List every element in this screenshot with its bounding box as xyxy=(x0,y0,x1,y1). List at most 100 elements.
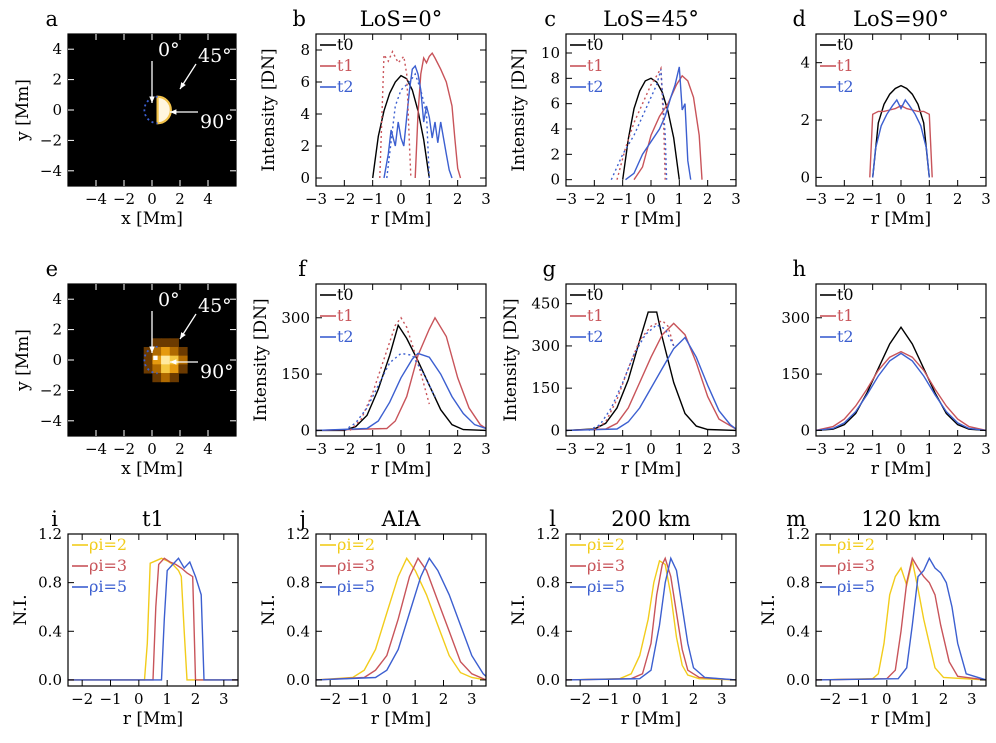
series-group xyxy=(816,325,986,432)
legend-label: t2 xyxy=(337,327,354,346)
panel-m: ρi=2 ρi=3 ρi=5 −2 −1 0 1 2 3 0.0 0.4 0.8 1.2 r [Mm] N.… xyxy=(759,507,987,729)
y-tick-label: 0 xyxy=(52,351,62,369)
legend-label: t0 xyxy=(337,285,354,304)
y-tick-label: 0.8 xyxy=(536,574,560,592)
source-pixel xyxy=(169,373,179,383)
legend-label: ρi=5 xyxy=(89,577,127,596)
angle-annotation: 90° xyxy=(200,361,234,383)
panel-letter: i xyxy=(51,507,58,531)
x-axis-label: r [Mm] xyxy=(621,209,681,229)
x-tick-label: 3 xyxy=(731,190,741,208)
series-group xyxy=(68,557,238,681)
y-axis-label: y [Mm] xyxy=(13,79,33,142)
y-tick-label: 0 xyxy=(800,168,810,186)
x-tick-label: −1 xyxy=(99,690,121,708)
source-pixel xyxy=(152,355,162,365)
x-tick-label: 1 xyxy=(925,190,935,208)
panel-letter: l xyxy=(549,507,556,531)
x-axis-label: r [Mm] xyxy=(621,459,681,479)
x-tick-label: 2 xyxy=(453,190,463,208)
source-pixel xyxy=(161,373,171,383)
legend-label: t1 xyxy=(587,56,604,75)
x-tick-label: 2 xyxy=(191,690,201,708)
x-tick-label: 0 xyxy=(396,190,406,208)
series-line--i-2 xyxy=(316,556,486,681)
y-tick-label: 0 xyxy=(550,421,560,439)
panel-letter: m xyxy=(786,507,806,531)
series-line-t1 xyxy=(633,74,703,181)
x-axis-label: r [Mm] xyxy=(371,209,431,229)
series-group xyxy=(816,556,986,681)
y-axis-label: Intensity [DN] xyxy=(251,298,271,421)
x-tick-label: −2 xyxy=(833,190,855,208)
legend-label: t1 xyxy=(837,56,854,75)
y-tick-label: 0 xyxy=(300,169,310,187)
series-line-t0 xyxy=(816,325,986,432)
angle-annotation: 90° xyxy=(200,111,234,133)
x-tick-label: −1 xyxy=(362,440,384,458)
x-tick-label: 1 xyxy=(410,690,420,708)
legend-label: t2 xyxy=(587,327,604,346)
x-tick-label: 4 xyxy=(203,190,213,208)
series-line--i-3 xyxy=(816,556,986,681)
x-tick-label: −2 xyxy=(583,440,605,458)
x-tick-label: −2 xyxy=(833,440,855,458)
y-tick-label: 0 xyxy=(52,101,62,119)
x-tick-label: −1 xyxy=(612,190,634,208)
x-tick-label: −1 xyxy=(362,190,384,208)
series-group xyxy=(869,84,933,178)
source-pixel xyxy=(152,338,162,348)
x-tick-label: 2 xyxy=(175,190,185,208)
x-tick-label: 0 xyxy=(896,440,906,458)
series-line--i-5 xyxy=(566,556,736,681)
legend-label: t2 xyxy=(337,77,354,96)
y-axis-label: Intensity [DN] xyxy=(501,298,521,421)
legend-label: t0 xyxy=(837,35,854,54)
legend-label: t0 xyxy=(837,285,854,304)
source-pixel xyxy=(178,355,188,365)
source-pixel xyxy=(161,364,171,374)
series-group xyxy=(316,556,486,681)
y-tick-label: 150 xyxy=(281,365,310,383)
x-tick-label: −1 xyxy=(597,690,619,708)
x-tick-label: 0 xyxy=(632,690,642,708)
series-group xyxy=(566,311,736,432)
series-line-t0 xyxy=(872,84,930,178)
x-axis-label: x [Mm] xyxy=(121,209,183,229)
y-tick-label: −2 xyxy=(40,131,62,149)
series-line-t2-dotted xyxy=(343,352,436,431)
panel-letter: e xyxy=(46,257,58,281)
x-tick-label: −2 xyxy=(819,690,841,708)
y-tick-label: 2 xyxy=(800,111,810,129)
source-pixel xyxy=(178,346,188,357)
panel-title: LoS=90° xyxy=(853,7,949,31)
y-tick-label: 450 xyxy=(531,295,560,313)
legend-label: t1 xyxy=(337,56,354,75)
x-tick-label: 1 xyxy=(660,690,670,708)
y-tick-label: 10 xyxy=(541,44,560,62)
x-tick-label: 3 xyxy=(467,690,477,708)
y-tick-label: 0 xyxy=(300,421,310,439)
y-tick-label: 1.2 xyxy=(786,525,810,543)
series-line-t0 xyxy=(316,323,486,432)
source-core xyxy=(153,355,158,360)
x-tick-label: −1 xyxy=(862,190,884,208)
series-group xyxy=(566,556,736,681)
x-tick-label: −1 xyxy=(862,440,884,458)
panel-j: ρi=2 ρi=3 ρi=5 −2 −1 0 1 2 3 0.0 0.4 0.8 1.2 r [Mm] N.… xyxy=(259,507,487,729)
axes-frame xyxy=(565,533,737,687)
series-line--i-5 xyxy=(816,556,986,681)
x-tick-label: 2 xyxy=(703,190,713,208)
x-tick-label: 2 xyxy=(453,440,463,458)
y-tick-label: 1.2 xyxy=(286,525,310,543)
series-line--i-2 xyxy=(566,559,736,681)
panel-title: LoS=0° xyxy=(360,7,442,31)
annotation-arrowhead xyxy=(149,346,155,353)
angle-annotation: 45° xyxy=(198,45,232,67)
y-tick-label: 4 xyxy=(300,105,310,123)
series-group xyxy=(372,49,462,179)
x-tick-label: 2 xyxy=(689,690,699,708)
